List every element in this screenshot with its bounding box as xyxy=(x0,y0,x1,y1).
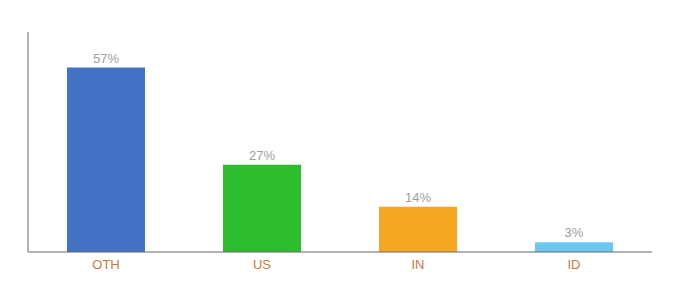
svg-text:OTH: OTH xyxy=(92,257,119,272)
svg-text:27%: 27% xyxy=(249,148,275,163)
svg-text:57%: 57% xyxy=(93,51,119,66)
svg-text:ID: ID xyxy=(568,257,581,272)
svg-text:IN: IN xyxy=(412,257,425,272)
svg-text:14%: 14% xyxy=(405,190,431,205)
svg-text:3%: 3% xyxy=(565,225,584,240)
svg-text:US: US xyxy=(253,257,271,272)
